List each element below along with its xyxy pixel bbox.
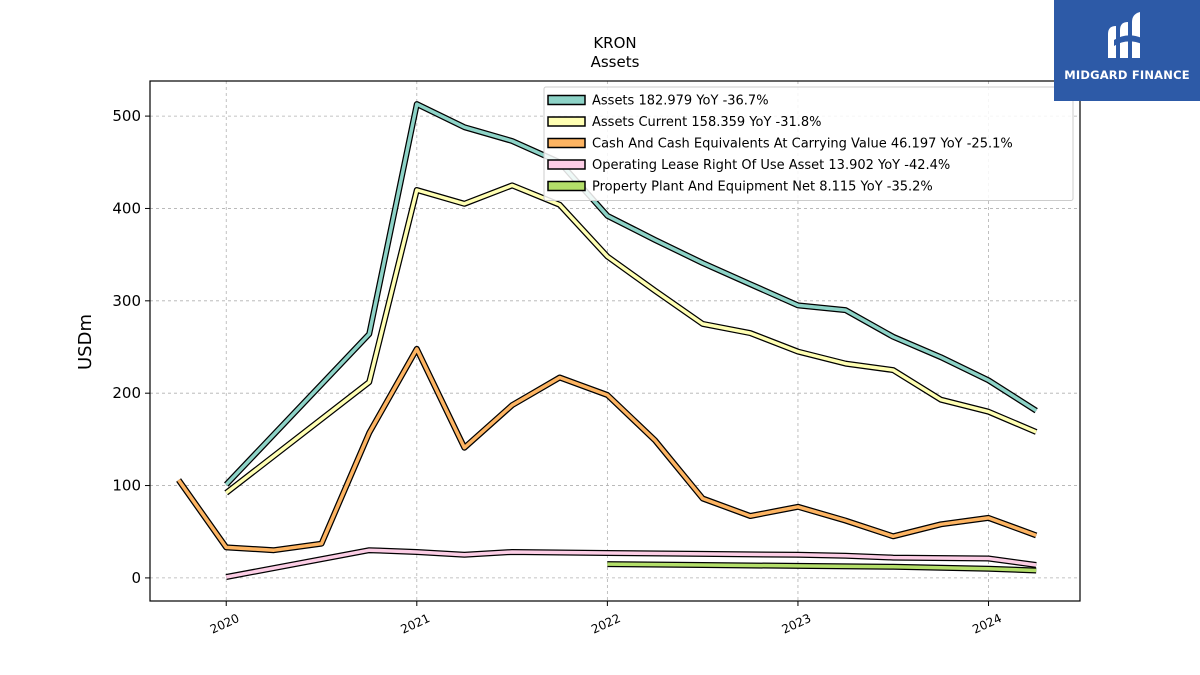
x-tick-label: 2023 — [780, 611, 814, 637]
chart-subtitle: Assets — [591, 53, 640, 71]
series-line — [225, 183, 1037, 495]
midgard-finance-logo: MIDGARD FINANCE — [1054, 0, 1200, 101]
series-line — [224, 102, 1038, 486]
legend-box — [543, 86, 1074, 201]
legend-swatch — [547, 180, 586, 192]
legend-swatch — [547, 137, 586, 149]
midgard-logo-icon — [1108, 12, 1142, 58]
x-tick-label: 2022 — [589, 611, 623, 637]
x-tick-label: 2021 — [398, 611, 432, 637]
y-tick-label: 400 — [112, 199, 141, 217]
legend-label: Assets 182.979 YoY -36.7% — [592, 94, 769, 109]
x-tick-label: 2020 — [208, 611, 242, 637]
y-tick-label: 500 — [112, 107, 141, 125]
legend: Assets 182.979 YoY -36.7% Assets Current … — [543, 86, 1074, 201]
x-tick-label: 2024 — [970, 611, 1004, 637]
plot-frame — [149, 80, 1081, 602]
y-tick-label: 200 — [112, 384, 141, 402]
legend-label: Assets Current 158.359 YoY -31.8% — [592, 115, 822, 130]
series-line-outline — [224, 182, 1038, 496]
chart-title: KRON — [593, 34, 636, 52]
series-line — [177, 347, 1037, 552]
y-tick-label: 300 — [112, 292, 141, 310]
legend-swatch — [547, 116, 586, 127]
legend-label: Operating Lease Right Of Use Asset 13.90… — [592, 158, 950, 173]
legend-label: Property Plant And Equipment Net 8.115 Y… — [592, 180, 933, 195]
series-line — [607, 562, 1037, 573]
legend-label: Cash And Cash Equivalents At Carrying Va… — [592, 137, 1013, 152]
logo-text: MIDGARD FINANCE — [1064, 68, 1190, 82]
y-tick-label: 0 — [131, 569, 141, 587]
y-axis-label: USDm — [75, 314, 96, 370]
y-tick-label: 100 — [112, 477, 141, 495]
legend-swatch — [547, 159, 586, 170]
legend-swatch — [547, 94, 586, 106]
series-lines — [176, 101, 1038, 580]
series-line — [225, 548, 1037, 579]
axis-ticks: 2020 2021 2022 2023 2024 0 100 200 300 400 500 — [112, 107, 1003, 637]
